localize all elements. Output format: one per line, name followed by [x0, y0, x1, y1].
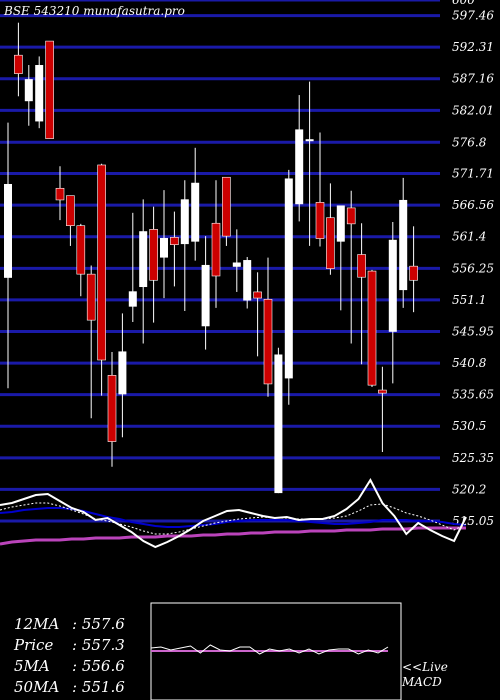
candle-body	[128, 291, 137, 307]
candle-body	[149, 229, 158, 281]
candle-body	[357, 254, 366, 278]
chart-title: BSE 543210 munafasutra.pro	[4, 4, 185, 18]
candle-body	[118, 351, 127, 395]
candle-body	[263, 298, 273, 385]
candle-body	[139, 231, 148, 288]
macd-label-title: MACD	[402, 675, 442, 689]
stat-50ma-value: : 551.6	[72, 678, 125, 696]
price-tick-label: 520.2	[452, 482, 486, 496]
price-tick-label: 535.65	[452, 388, 494, 402]
price-tick-label: 587.16	[452, 72, 494, 86]
price-tick-label: 525.35	[452, 451, 494, 465]
price-tick-label: 592.31	[452, 40, 494, 54]
candle-body	[388, 239, 397, 332]
candle-body	[45, 40, 54, 139]
candle-body	[399, 199, 408, 291]
candle-body	[191, 182, 200, 242]
price-tick-label: 561.4	[452, 230, 486, 244]
stat-12ma: 12MA : 557.6	[14, 614, 125, 635]
stat-5ma-label: 5MA	[14, 657, 50, 675]
macd-label-live: <<Live	[402, 660, 448, 674]
candle-body	[274, 354, 283, 494]
stat-12ma-value: : 557.6	[72, 615, 125, 633]
candle-body	[160, 237, 168, 258]
stat-50ma-label: 50MA	[14, 678, 60, 696]
candle-body	[201, 264, 210, 327]
stat-50ma: 50MA : 551.6	[14, 677, 125, 698]
price-line	[0, 477, 467, 549]
candle-body	[295, 129, 304, 205]
price-tick-label: 566.56	[452, 198, 494, 212]
price-tick-label: 551.1	[452, 293, 486, 307]
price-tick-label: 600	[452, 0, 475, 7]
candle-body	[367, 270, 377, 386]
candle-body	[86, 273, 96, 321]
stat-price: Price : 557.3	[14, 635, 125, 656]
candle-body	[409, 265, 418, 281]
candle-body	[24, 79, 33, 102]
candle-body	[222, 176, 231, 237]
candle-body	[284, 178, 293, 379]
stat-price-value: : 557.3	[72, 636, 125, 654]
stat-5ma: 5MA : 556.6	[14, 656, 125, 677]
macd-histogram-line	[150, 644, 389, 655]
candle-body	[35, 65, 44, 122]
price-tick-label: 530.5	[452, 419, 486, 433]
candle-body	[4, 183, 12, 278]
candle-body	[315, 202, 325, 239]
stat-12ma-label: 12MA	[14, 615, 60, 633]
price-tick-label: 582.01	[452, 103, 494, 117]
moving-average-stats: 12MA : 557.6 Price : 557.3 5MA : 556.6 50MA…	[14, 614, 125, 698]
candle-body	[14, 54, 23, 74]
candle-body	[336, 205, 345, 242]
price-tick-label: 576.8	[452, 135, 487, 149]
candle-body	[107, 375, 117, 442]
price-tick-label: 556.25	[452, 261, 494, 275]
ma50-line	[0, 526, 466, 546]
candle-body	[55, 187, 65, 201]
macd-label: <<Live MACD	[402, 660, 448, 690]
price-tick-label: 515.05	[452, 514, 494, 528]
candle-body	[346, 207, 356, 225]
stat-5ma-value: : 556.6	[72, 657, 125, 675]
price-tick-label: 597.46	[452, 9, 494, 23]
candle-body	[66, 195, 75, 226]
candle-body	[170, 237, 179, 246]
candle-body	[180, 199, 189, 245]
candle-body	[243, 260, 252, 301]
price-tick-label: 571.71	[452, 167, 494, 181]
candle-body	[97, 164, 106, 361]
candle-body	[326, 217, 335, 269]
price-tick-label: 540.8	[452, 356, 487, 370]
candle-body	[253, 291, 262, 299]
candle-body	[232, 262, 241, 267]
candle-body	[378, 389, 387, 394]
price-tick-label: 545.95	[452, 324, 494, 338]
stat-price-label: Price	[14, 636, 54, 654]
candle-body	[211, 222, 221, 277]
candle-body	[305, 139, 314, 142]
candle-body	[76, 225, 86, 275]
